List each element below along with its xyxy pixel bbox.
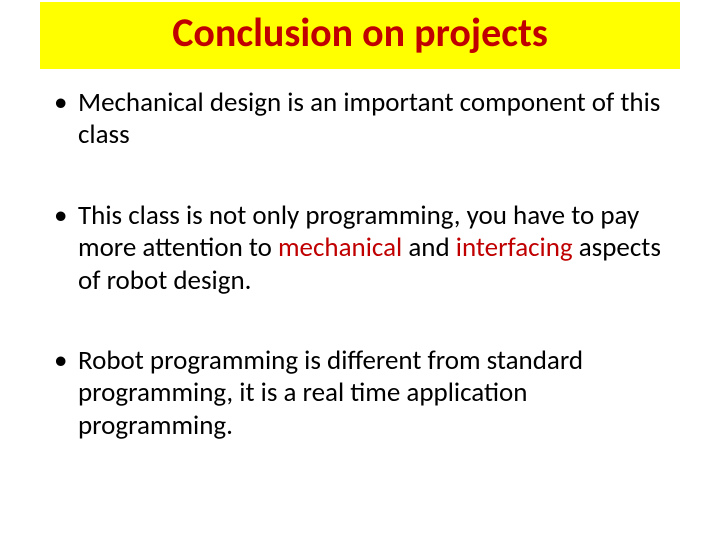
title-bar: Conclusion on projects <box>40 2 680 69</box>
bullet-text-pre: Robot programming is different from stan… <box>78 344 583 442</box>
bullet-item: Robot programming is different from stan… <box>48 345 672 442</box>
bullet-text-pre: Mechanical design is an important compon… <box>78 86 660 151</box>
bullet-item: This class is not only programming, you … <box>48 200 672 297</box>
bullet-list: Mechanical design is an important compon… <box>48 87 672 442</box>
bullet-highlight-1: mechanical <box>278 231 402 264</box>
content-area: Mechanical design is an important compon… <box>0 69 720 442</box>
bullet-item: Mechanical design is an important compon… <box>48 87 672 152</box>
bullet-text-mid: and <box>402 231 456 264</box>
slide-title: Conclusion on projects <box>172 8 548 57</box>
bullet-highlight-2: interfacing <box>456 231 573 264</box>
